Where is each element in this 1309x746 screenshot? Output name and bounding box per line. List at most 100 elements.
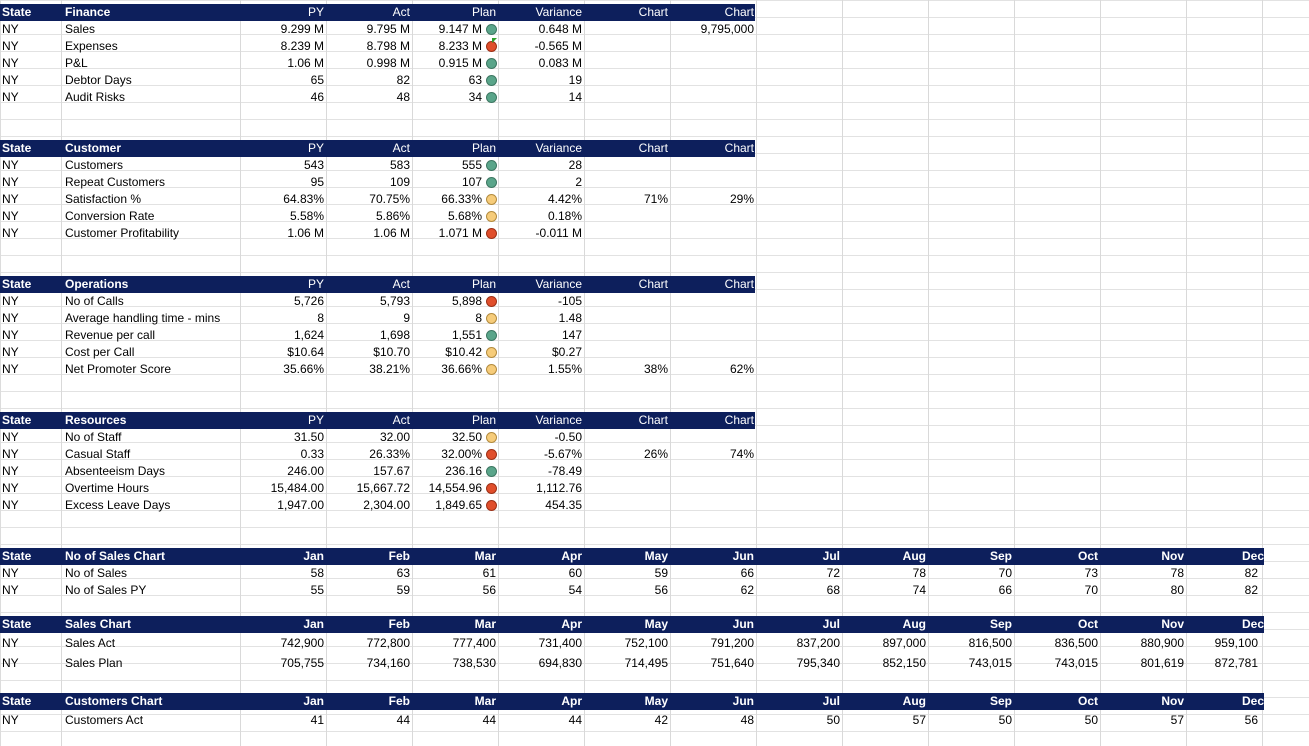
section-title[interactable]: Sales Chart <box>65 617 132 631</box>
py-value[interactable]: 95 <box>310 175 324 189</box>
py-value[interactable]: 35.66% <box>283 362 324 376</box>
month-header-sep[interactable]: Sep <box>989 694 1012 708</box>
section-title[interactable]: Finance <box>65 5 111 19</box>
plan-value[interactable]: 1,849.65 <box>435 498 482 512</box>
chart-value[interactable] <box>670 55 754 72</box>
month-header-jun[interactable]: Jun <box>732 549 754 563</box>
plan-value[interactable]: 32.00% <box>441 447 482 461</box>
chart-value[interactable] <box>584 225 668 242</box>
py-value[interactable]: 15,484.00 <box>270 481 324 495</box>
py-value[interactable]: 543 <box>303 158 324 172</box>
chart-value[interactable] <box>584 327 668 344</box>
act-value[interactable]: 15,667.72 <box>356 481 410 495</box>
act-value[interactable]: 1,698 <box>379 328 410 342</box>
act-value[interactable]: 157.67 <box>373 464 410 478</box>
state-cell[interactable]: NY <box>2 22 19 36</box>
chart-value[interactable] <box>670 429 754 446</box>
month-value[interactable]: 50 <box>826 713 840 727</box>
month-header-aug[interactable]: Aug <box>902 549 926 563</box>
state-cell[interactable]: NY <box>2 713 19 727</box>
plan-value[interactable]: 555 <box>461 158 482 172</box>
act-value[interactable]: 9 <box>403 311 410 325</box>
act-value[interactable]: 583 <box>389 158 410 172</box>
month-header-oct[interactable]: Oct <box>1077 549 1098 563</box>
act-value[interactable]: 2,304.00 <box>363 498 410 512</box>
month-header-may[interactable]: May <box>644 694 668 708</box>
py-value[interactable]: 1.06 M <box>287 56 324 70</box>
chart-value[interactable] <box>670 157 754 174</box>
chart-value[interactable] <box>670 89 754 106</box>
month-value[interactable]: 78 <box>912 566 926 580</box>
month-value[interactable]: 44 <box>396 713 410 727</box>
variance-value[interactable]: -0.565 M <box>534 39 582 53</box>
month-value[interactable]: 56 <box>482 583 496 597</box>
chart-value[interactable] <box>670 72 754 89</box>
act-value[interactable]: 8.798 M <box>366 39 410 53</box>
metric-name[interactable]: No of Sales PY <box>65 583 147 597</box>
metric-name[interactable]: Audit Risks <box>65 90 126 104</box>
plan-value[interactable]: 32.50 <box>451 430 482 444</box>
py-header[interactable]: PY <box>307 5 324 19</box>
month-header-nov[interactable]: Nov <box>1161 694 1184 708</box>
state-cell[interactable]: NY <box>2 192 19 206</box>
month-value[interactable]: 59 <box>396 583 410 597</box>
chart-value[interactable] <box>670 208 754 225</box>
state-cell[interactable]: NY <box>2 566 19 580</box>
month-value[interactable]: 742,900 <box>280 636 324 650</box>
chart-value[interactable] <box>584 72 668 89</box>
state-cell[interactable]: NY <box>2 56 19 70</box>
chart-value[interactable] <box>584 310 668 327</box>
chart-value[interactable]: 62% <box>729 362 754 376</box>
month-header-nov[interactable]: Nov <box>1161 617 1184 631</box>
py-value[interactable]: 8 <box>317 311 324 325</box>
month-value[interactable]: 56 <box>654 583 668 597</box>
chart-header[interactable]: Chart <box>638 277 668 291</box>
chart-header[interactable]: Chart <box>724 5 754 19</box>
state-cell[interactable]: NY <box>2 39 19 53</box>
metric-name[interactable]: No of Sales <box>65 566 128 580</box>
month-header-mar[interactable]: Mar <box>474 694 496 708</box>
metric-name[interactable]: Debtor Days <box>65 73 132 87</box>
month-header-apr[interactable]: Apr <box>561 617 582 631</box>
act-header[interactable]: Act <box>392 277 410 291</box>
chart-value[interactable]: 9,795,000 <box>700 22 754 36</box>
plan-header[interactable]: Plan <box>471 413 496 427</box>
act-value[interactable]: 0.998 M <box>366 56 410 70</box>
month-value[interactable]: 59 <box>654 566 668 580</box>
variance-value[interactable]: 14 <box>568 90 582 104</box>
month-value[interactable]: 54 <box>568 583 582 597</box>
month-header-jan[interactable]: Jan <box>303 694 324 708</box>
py-header[interactable]: PY <box>307 141 324 155</box>
act-header[interactable]: Act <box>392 413 410 427</box>
month-value[interactable]: 44 <box>568 713 582 727</box>
metric-name[interactable]: Excess Leave Days <box>65 498 171 512</box>
py-value[interactable]: 64.83% <box>283 192 324 206</box>
month-value[interactable]: 836,500 <box>1054 636 1098 650</box>
metric-name[interactable]: Satisfaction % <box>65 192 142 206</box>
act-value[interactable]: 32.00 <box>379 430 410 444</box>
metric-name[interactable]: Revenue per call <box>65 328 156 342</box>
metric-name[interactable]: Customers <box>65 158 124 172</box>
month-header-dec[interactable]: Dec <box>1241 549 1264 563</box>
metric-name[interactable]: Conversion Rate <box>65 209 155 223</box>
act-value[interactable]: 5,793 <box>379 294 410 308</box>
state-cell[interactable]: NY <box>2 311 19 325</box>
metric-name[interactable]: Net Promoter Score <box>65 362 172 376</box>
state-header[interactable]: State <box>2 617 32 631</box>
py-value[interactable]: 246.00 <box>287 464 324 478</box>
month-value[interactable]: 55 <box>310 583 324 597</box>
chart-value[interactable] <box>670 327 754 344</box>
month-header-jun[interactable]: Jun <box>732 617 754 631</box>
month-value[interactable]: 78 <box>1170 566 1184 580</box>
month-value[interactable]: 751,640 <box>710 656 754 670</box>
month-value[interactable]: 58 <box>310 566 324 580</box>
py-value[interactable]: 5,726 <box>293 294 324 308</box>
month-value[interactable]: 48 <box>740 713 754 727</box>
variance-value[interactable]: $0.27 <box>551 345 582 359</box>
py-header[interactable]: PY <box>307 413 324 427</box>
month-value[interactable]: 752,100 <box>624 636 668 650</box>
state-cell[interactable]: NY <box>2 583 19 597</box>
month-value[interactable]: 62 <box>740 583 754 597</box>
chart-value[interactable] <box>584 463 668 480</box>
state-cell[interactable]: NY <box>2 447 19 461</box>
